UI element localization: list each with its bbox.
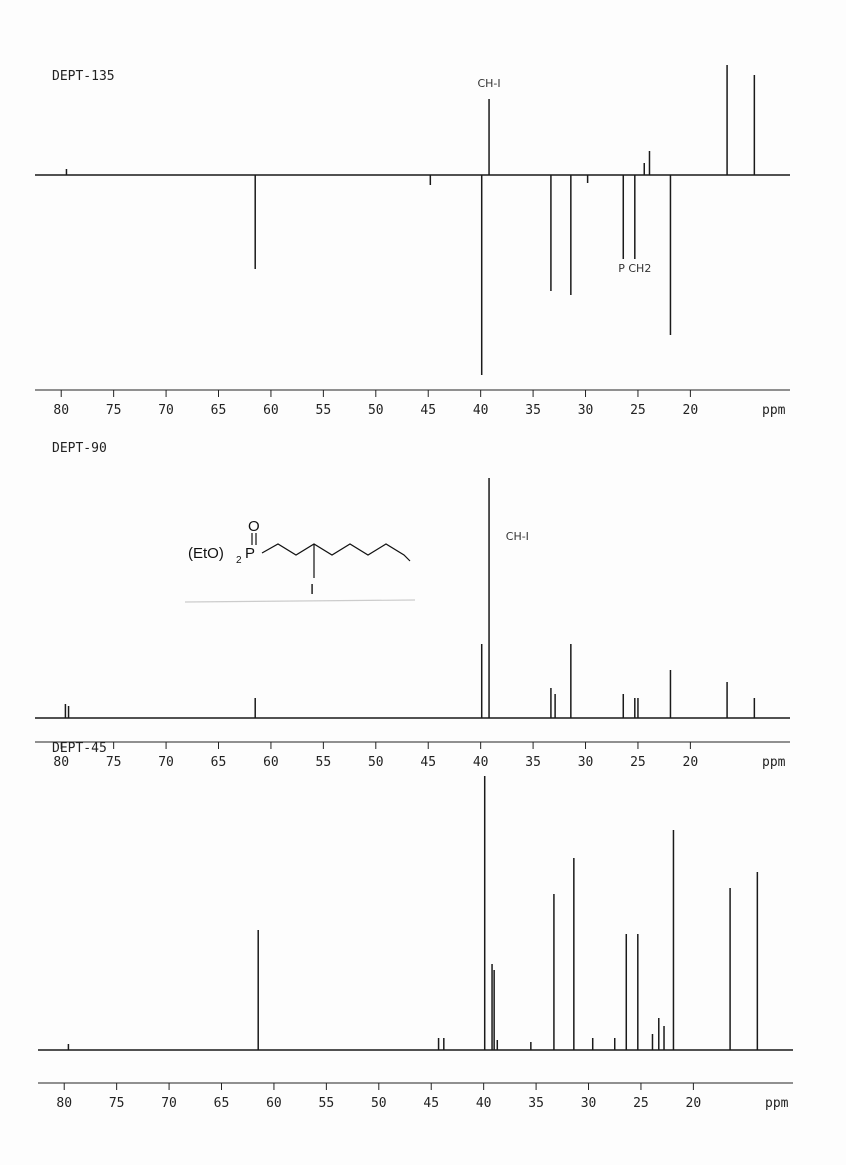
chain (261, 543, 411, 562)
oxygen-label: O (248, 518, 260, 535)
x-tick-label: 40 (473, 403, 489, 418)
x-axis-label: ppm (765, 1096, 789, 1111)
x-tick-label: 60 (263, 755, 279, 770)
x-tick-label: 65 (211, 755, 227, 770)
x-tick-label: 35 (528, 1096, 544, 1111)
x-tick-label: 25 (630, 755, 646, 770)
x-tick-label: 70 (158, 403, 174, 418)
x-tick-label: 65 (214, 1096, 230, 1111)
x-tick-label: 30 (578, 755, 594, 770)
x-tick-label: 75 (106, 755, 122, 770)
x-tick-label: 70 (158, 755, 174, 770)
x-tick-label: 20 (683, 403, 699, 418)
spectrum-title: DEPT-90 (52, 441, 107, 456)
x-tick-label: 25 (630, 403, 646, 418)
x-tick-label: 35 (525, 403, 541, 418)
x-tick-label: 35 (525, 755, 541, 770)
underline (184, 599, 416, 603)
x-tick-label: 30 (578, 403, 594, 418)
annotation: CH-I (506, 530, 529, 543)
x-tick-label: 30 (581, 1096, 597, 1111)
x-tick-label: 75 (109, 1096, 125, 1111)
x-tick-label: 25 (633, 1096, 649, 1111)
annotation: P CH2 (618, 262, 651, 275)
x-tick-label: 55 (316, 403, 332, 418)
x-tick-label: 55 (316, 755, 332, 770)
spectrum-title: DEPT-45 (52, 741, 107, 756)
x-tick-label: 40 (476, 1096, 492, 1111)
substituent-label: (EtO) (188, 545, 224, 562)
x-tick-label: 50 (368, 755, 384, 770)
subscript-label: 2 (236, 555, 242, 566)
x-tick-label: 40 (473, 755, 489, 770)
x-tick-label: 45 (423, 1096, 439, 1111)
phosphorus-label: P (245, 545, 255, 562)
x-tick-label: 60 (263, 403, 279, 418)
x-tick-label: 50 (371, 1096, 387, 1111)
x-tick-label: 45 (420, 755, 436, 770)
iodine-label: I (310, 581, 314, 598)
x-tick-label: 80 (56, 1096, 72, 1111)
x-tick-label: 20 (686, 1096, 702, 1111)
x-tick-label: 65 (211, 403, 227, 418)
x-tick-label: 75 (106, 403, 122, 418)
x-axis-label: ppm (762, 755, 786, 770)
x-tick-label: 80 (53, 755, 69, 770)
x-tick-label: 45 (420, 403, 436, 418)
x-tick-label: 60 (266, 1096, 282, 1111)
annotation: CH-I (477, 77, 500, 90)
x-tick-label: 20 (683, 755, 699, 770)
structure (184, 533, 416, 603)
x-tick-label: 70 (161, 1096, 177, 1111)
x-tick-label: 80 (53, 403, 69, 418)
spectrum-title: DEPT-135 (52, 69, 115, 84)
x-tick-label: 50 (368, 403, 384, 418)
x-tick-label: 55 (319, 1096, 335, 1111)
x-axis-label: ppm (762, 403, 786, 418)
